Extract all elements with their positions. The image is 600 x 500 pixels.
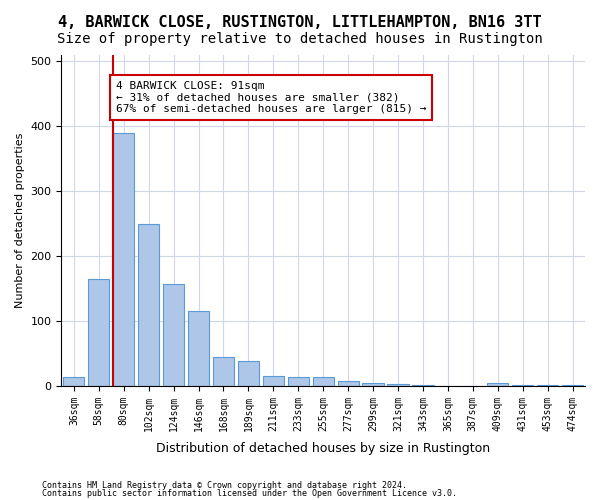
Bar	[213, 358, 234, 386]
Bar	[113, 133, 134, 386]
Bar	[63, 378, 85, 386]
Y-axis label: Number of detached properties: Number of detached properties	[15, 133, 25, 308]
Bar	[163, 284, 184, 386]
Bar	[88, 279, 109, 386]
Bar	[188, 312, 209, 386]
Bar	[313, 378, 334, 386]
X-axis label: Distribution of detached houses by size in Rustington: Distribution of detached houses by size …	[156, 442, 490, 455]
Bar	[138, 224, 159, 386]
Bar	[562, 384, 583, 386]
Bar	[487, 384, 508, 386]
Bar	[238, 360, 259, 386]
Text: Size of property relative to detached houses in Rustington: Size of property relative to detached ho…	[57, 32, 543, 46]
Text: 4 BARWICK CLOSE: 91sqm
← 31% of detached houses are smaller (382)
67% of semi-de: 4 BARWICK CLOSE: 91sqm ← 31% of detached…	[116, 81, 426, 114]
Text: Contains HM Land Registry data © Crown copyright and database right 2024.: Contains HM Land Registry data © Crown c…	[42, 481, 407, 490]
Bar	[287, 377, 309, 386]
Bar	[388, 384, 409, 386]
Text: 4, BARWICK CLOSE, RUSTINGTON, LITTLEHAMPTON, BN16 3TT: 4, BARWICK CLOSE, RUSTINGTON, LITTLEHAMP…	[58, 15, 542, 30]
Bar	[338, 380, 359, 386]
Text: Contains public sector information licensed under the Open Government Licence v3: Contains public sector information licen…	[42, 488, 457, 498]
Bar	[263, 376, 284, 386]
Bar	[362, 382, 383, 386]
